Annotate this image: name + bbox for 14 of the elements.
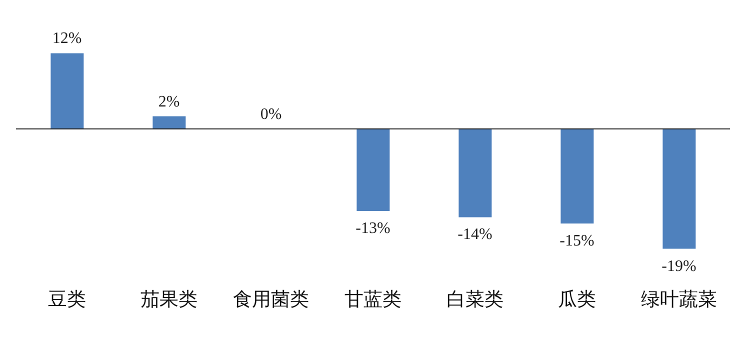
x-tick-label: 瓜类 <box>558 288 596 310</box>
data-label: -13% <box>356 220 390 237</box>
x-tick-label: 茄果类 <box>140 288 198 310</box>
data-label: 0% <box>260 106 282 123</box>
data-label: 2% <box>158 93 180 110</box>
x-tick-label: 食用菌类 <box>233 288 309 310</box>
x-tick-label: 白菜类 <box>446 288 504 310</box>
x-tick-label: 甘蓝类 <box>344 288 402 310</box>
data-label: 12% <box>52 30 82 48</box>
x-tick-label: 豆类 <box>48 288 86 310</box>
data-label: -15% <box>560 232 594 250</box>
x-tick-label: 绿叶蔬菜 <box>641 288 717 310</box>
data-label: -19% <box>662 258 696 275</box>
data-label: -14% <box>458 226 492 244</box>
